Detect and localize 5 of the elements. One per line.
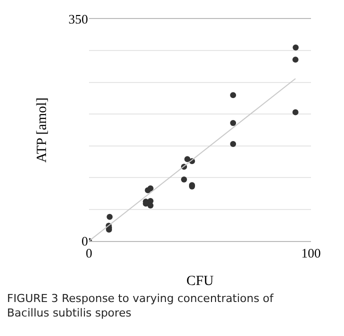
y-tick-label: 350 xyxy=(68,12,88,27)
x-tick-label: 100 xyxy=(301,246,321,261)
x-axis-title: CFU xyxy=(186,274,214,289)
y-axis-title: ATP [amol] xyxy=(35,97,50,163)
caption: FIGURE 3 Response to varying concentrations of Bacillus subtilis spores xyxy=(7,292,275,320)
